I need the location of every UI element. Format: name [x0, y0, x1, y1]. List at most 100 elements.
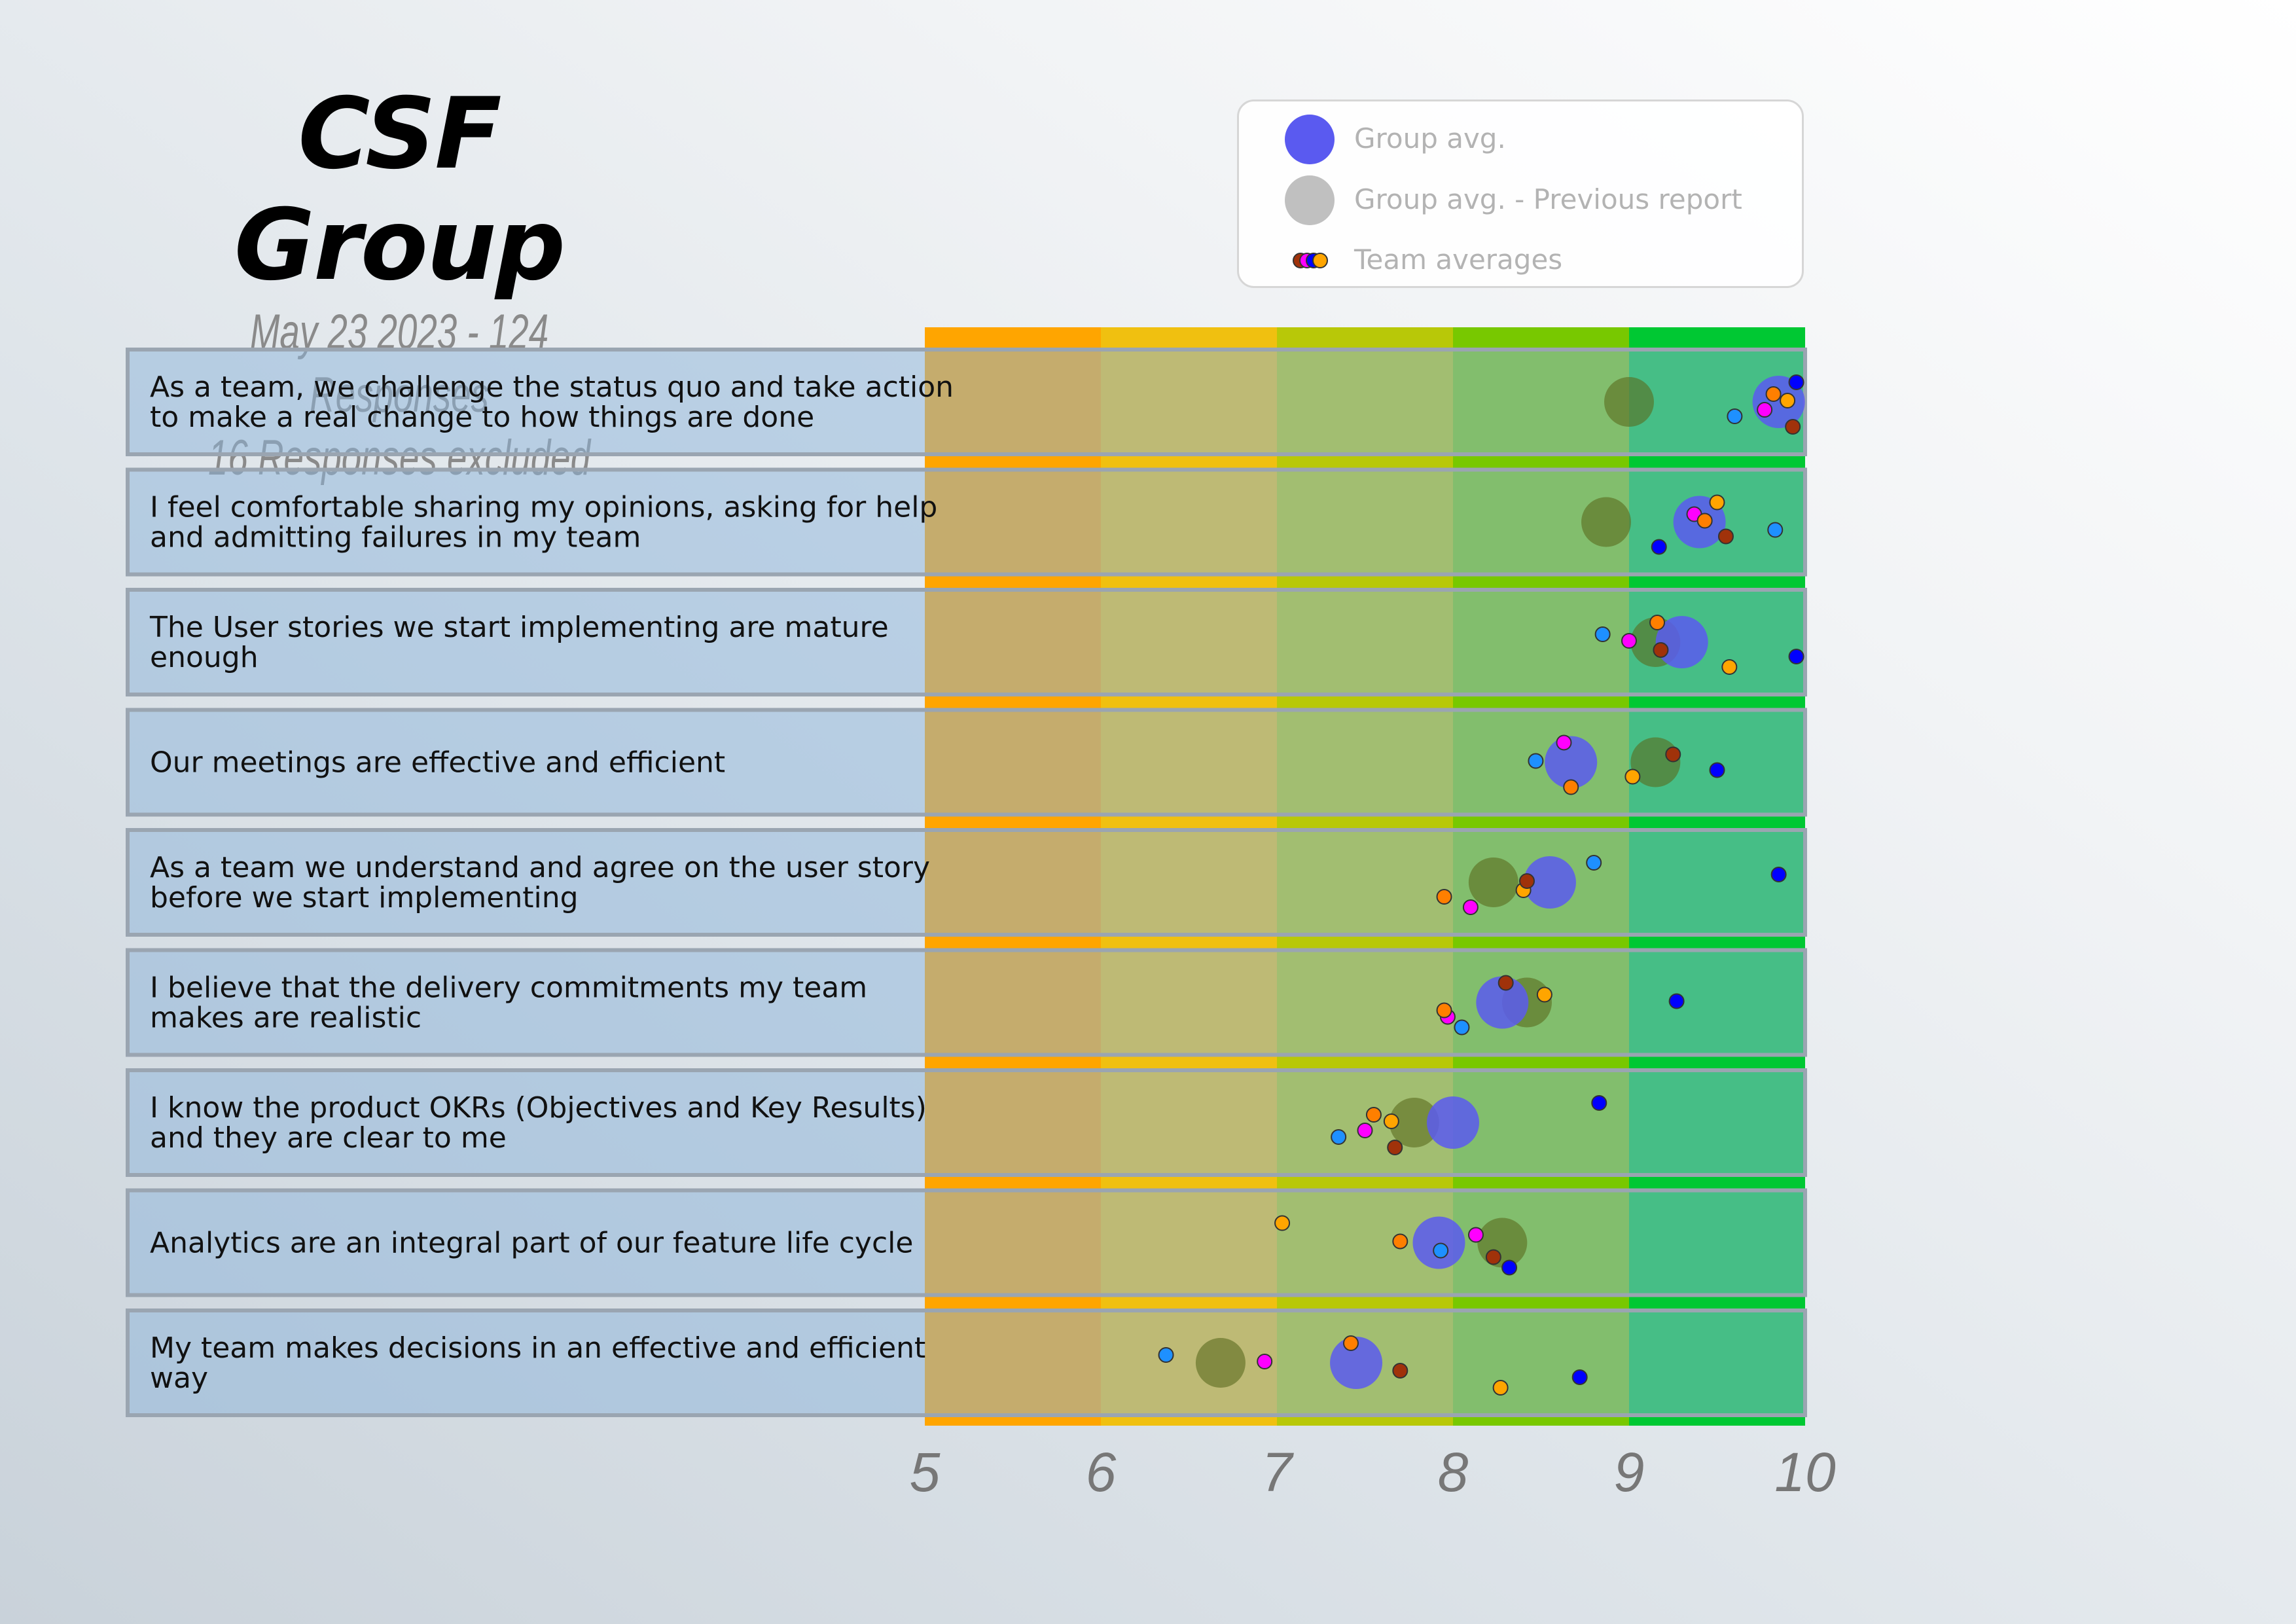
team-avg-point: [1257, 1354, 1273, 1369]
x-tick-label: 7: [1262, 1441, 1295, 1503]
team-avg-point: [1717, 528, 1734, 545]
question-row: [126, 1068, 1807, 1177]
question-label: and they are clear to me: [150, 1121, 507, 1155]
question-row: [126, 1308, 1807, 1417]
question-label: My team makes decisions in an effective …: [150, 1331, 925, 1365]
team-avg-point: [1436, 889, 1452, 905]
question-row: [126, 467, 1807, 577]
legend-item-group-avg: Group avg.: [1239, 115, 1802, 167]
team-avg-point: [1501, 1259, 1518, 1276]
prev-group-avg-point: [1195, 1338, 1246, 1388]
team-avg-point: [1709, 494, 1725, 511]
team-avg-point: [1454, 1019, 1470, 1036]
team-avg-point: [1665, 746, 1681, 763]
team-avg-point: [1709, 762, 1725, 778]
group-avg-point: [1655, 616, 1708, 668]
prev-group-avg-point: [1389, 1098, 1439, 1147]
team-avg-point: [1485, 1249, 1501, 1265]
prev-group-avg-point: [1477, 1218, 1528, 1268]
team-avg-point: [1365, 1107, 1382, 1123]
team-avg-point: [1518, 873, 1535, 889]
legend-marker-group-avg: [1285, 115, 1335, 164]
question-label: I feel comfortable sharing my opinions, …: [150, 491, 937, 524]
team-avg-point: [1788, 649, 1804, 664]
question-label: way: [150, 1362, 208, 1395]
team-avg-point: [1498, 975, 1514, 991]
question-label: I know the product OKRs (Objectives and …: [150, 1091, 927, 1125]
chart-title: CSF Group: [234, 77, 565, 302]
question-label: As a team we understand and agree on the…: [150, 851, 930, 884]
team-avg-point: [1436, 1002, 1452, 1019]
question-label: before we start implementing: [150, 881, 579, 914]
x-tick-label: 5: [910, 1441, 941, 1503]
question-label: Our meetings are effective and efficient: [150, 746, 725, 780]
question-label: Analytics are an integral part of our fe…: [150, 1227, 913, 1260]
team-avg-point: [1765, 386, 1782, 402]
team-avg-point: [1342, 1335, 1359, 1351]
question-label: I believe that the delivery commitments …: [150, 971, 867, 1005]
team-avg-point: [1653, 642, 1669, 658]
question-label: makes are realistic: [150, 1001, 422, 1035]
prev-group-avg-point: [1468, 857, 1518, 907]
question-label: The User stories we start implementing a…: [149, 611, 889, 644]
team-avg-point: [1591, 1095, 1607, 1111]
legend-label-group-avg: Group avg.: [1354, 122, 1506, 154]
team-avg-point: [1331, 1129, 1347, 1145]
team-avg-point: [1594, 626, 1611, 642]
team-avg-point: [1621, 633, 1637, 649]
team-avg-point: [1767, 522, 1784, 538]
x-tick-label: 9: [1614, 1441, 1645, 1503]
team-avg-point: [1383, 1113, 1399, 1129]
team-avg-point: [1651, 539, 1667, 555]
legend-label-team-avgs: Team averages: [1354, 244, 1563, 276]
team-avg-point: [1668, 993, 1685, 1009]
team-avg-point: [1536, 986, 1552, 1003]
team-avg-point: [1392, 1233, 1408, 1250]
team-avg-point: [1528, 753, 1544, 769]
group-avg-point: [1330, 1337, 1383, 1389]
team-avg-point: [1563, 779, 1579, 795]
team-avg-point: [1785, 419, 1801, 435]
team-avg-point: [1462, 899, 1479, 915]
team-avg-point: [1392, 1363, 1408, 1379]
question-row: [126, 708, 1807, 817]
question-label: As a team, we challenge the status quo a…: [150, 370, 954, 404]
question-label: and admitting failures in my team: [150, 521, 641, 554]
team-avg-point: [1757, 402, 1773, 418]
legend-marker-group-avg-prev: [1285, 175, 1335, 225]
team-avg-point: [1624, 768, 1641, 785]
team-avg-point: [1158, 1347, 1174, 1363]
team-avg-point: [1649, 615, 1666, 630]
legend-marker-team-avgs: [1293, 253, 1338, 271]
team-avg-point: [1556, 734, 1572, 751]
team-avg-point: [1492, 1380, 1509, 1396]
question-row: [126, 348, 1807, 456]
group-avg-point: [1476, 976, 1529, 1029]
x-tick-label: 10: [1774, 1441, 1836, 1503]
team-avg-point: [1433, 1242, 1449, 1259]
team-avg-point: [1467, 1227, 1484, 1243]
legend-label-group-avg-prev: Group avg. - Previous report: [1354, 183, 1742, 215]
group-avg-point: [1545, 736, 1598, 789]
team-avg-point: [1721, 659, 1738, 675]
team-avg-point: [1780, 393, 1796, 408]
x-tick-label: 6: [1086, 1441, 1117, 1503]
team-avg-point: [1274, 1215, 1291, 1231]
question-row: [126, 588, 1807, 696]
team-avg-point: [1387, 1140, 1403, 1155]
prev-group-avg-point: [1604, 377, 1654, 427]
team-avg-point: [1696, 513, 1713, 529]
legend-item-group-avg-prev: Group avg. - Previous report: [1239, 175, 1802, 228]
team-avg-point: [1727, 408, 1743, 424]
group-avg-point: [1523, 856, 1576, 909]
legend-item-team-avgs: Team averages: [1239, 236, 1802, 288]
team-avg-point: [1586, 855, 1602, 871]
x-tick-label: 8: [1438, 1441, 1469, 1503]
question-label: to make a real change to how things are …: [150, 401, 814, 434]
question-label: enough: [150, 641, 259, 674]
group-avg-point: [1427, 1096, 1479, 1149]
team-avg-point: [1770, 867, 1787, 882]
group-avg-point: [1412, 1216, 1465, 1269]
team-avg-point: [1357, 1123, 1373, 1138]
